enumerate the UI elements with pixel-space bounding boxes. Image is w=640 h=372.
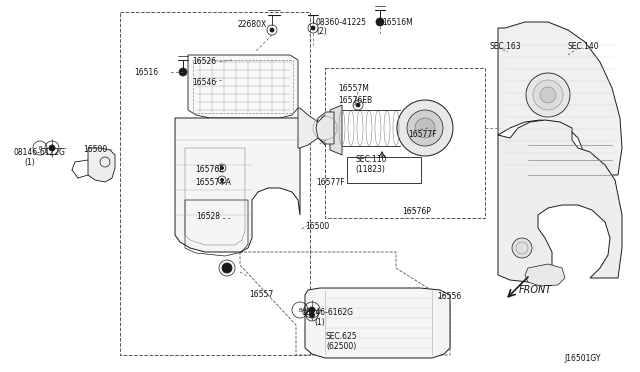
FancyBboxPatch shape [347,157,421,183]
Text: (2): (2) [316,27,327,36]
Circle shape [415,118,435,138]
Polygon shape [175,118,300,252]
Text: 22680X: 22680X [238,20,268,29]
Text: 16576P: 16576P [402,207,431,216]
Circle shape [397,100,453,156]
Text: J16501GY: J16501GY [564,354,600,363]
Polygon shape [330,105,342,155]
Text: 16516M: 16516M [382,18,413,27]
Text: 16577F: 16577F [408,130,436,139]
Text: 16557+A: 16557+A [195,178,231,187]
Polygon shape [305,288,450,358]
Circle shape [526,73,570,117]
Text: SEC.163: SEC.163 [490,42,522,51]
Text: 08146-6122G: 08146-6122G [14,148,66,157]
Polygon shape [498,22,622,175]
Text: 08360-41225: 08360-41225 [316,18,367,27]
Circle shape [311,26,315,30]
Circle shape [221,179,223,182]
Text: B: B [38,145,42,151]
Text: (1): (1) [24,158,35,167]
Circle shape [356,103,360,107]
Text: B: B [298,308,302,312]
Text: 16526: 16526 [192,57,216,66]
Polygon shape [525,264,565,286]
Text: 16516: 16516 [134,68,158,77]
Polygon shape [316,112,334,144]
Circle shape [270,28,274,32]
Text: (1): (1) [314,318,324,327]
Polygon shape [88,148,115,182]
Text: FRONT: FRONT [519,285,552,295]
Text: 16577F: 16577F [316,178,344,187]
Text: 16576E: 16576E [195,165,224,174]
Polygon shape [498,120,622,282]
Text: (11823): (11823) [355,165,385,174]
Text: 16556: 16556 [437,292,461,301]
Circle shape [49,145,55,151]
Circle shape [376,18,384,26]
Circle shape [309,307,315,313]
Circle shape [221,167,223,170]
Circle shape [512,238,532,258]
Text: 16576EB: 16576EB [338,96,372,105]
Text: 16500: 16500 [305,222,329,231]
Text: 16500: 16500 [83,145,108,154]
Text: 16546: 16546 [192,78,216,87]
Text: SEC.110: SEC.110 [355,155,387,164]
Polygon shape [298,108,320,148]
Circle shape [407,110,443,146]
Circle shape [533,80,563,110]
Polygon shape [188,55,298,118]
Circle shape [310,312,314,317]
Text: (62500): (62500) [326,342,356,351]
Text: SEC.625: SEC.625 [326,332,358,341]
Text: SEC.140: SEC.140 [568,42,600,51]
Circle shape [222,263,232,273]
Circle shape [540,87,556,103]
Text: 08146-6162G: 08146-6162G [302,308,354,317]
Text: 16528: 16528 [196,212,220,221]
Text: 16557M: 16557M [338,84,369,93]
Text: 16557: 16557 [249,290,273,299]
Circle shape [179,68,187,76]
